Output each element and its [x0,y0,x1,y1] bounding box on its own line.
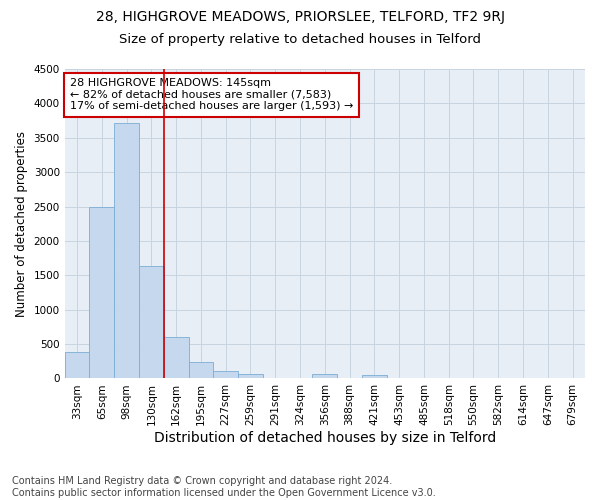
Text: 28 HIGHGROVE MEADOWS: 145sqm
← 82% of detached houses are smaller (7,583)
17% of: 28 HIGHGROVE MEADOWS: 145sqm ← 82% of de… [70,78,353,112]
Bar [238,374,263,378]
Bar [188,362,214,378]
Y-axis label: Number of detached properties: Number of detached properties [15,130,28,316]
Bar [362,375,387,378]
Text: Contains HM Land Registry data © Crown copyright and database right 2024.
Contai: Contains HM Land Registry data © Crown c… [12,476,436,498]
Bar [65,352,89,378]
Bar [89,206,114,378]
Text: Size of property relative to detached houses in Telford: Size of property relative to detached ho… [119,32,481,46]
Bar [114,122,139,378]
X-axis label: Distribution of detached houses by size in Telford: Distribution of detached houses by size … [154,431,496,445]
Text: 28, HIGHGROVE MEADOWS, PRIORSLEE, TELFORD, TF2 9RJ: 28, HIGHGROVE MEADOWS, PRIORSLEE, TELFOR… [95,10,505,24]
Bar [164,337,188,378]
Bar [139,266,164,378]
Bar [313,374,337,378]
Bar [214,371,238,378]
